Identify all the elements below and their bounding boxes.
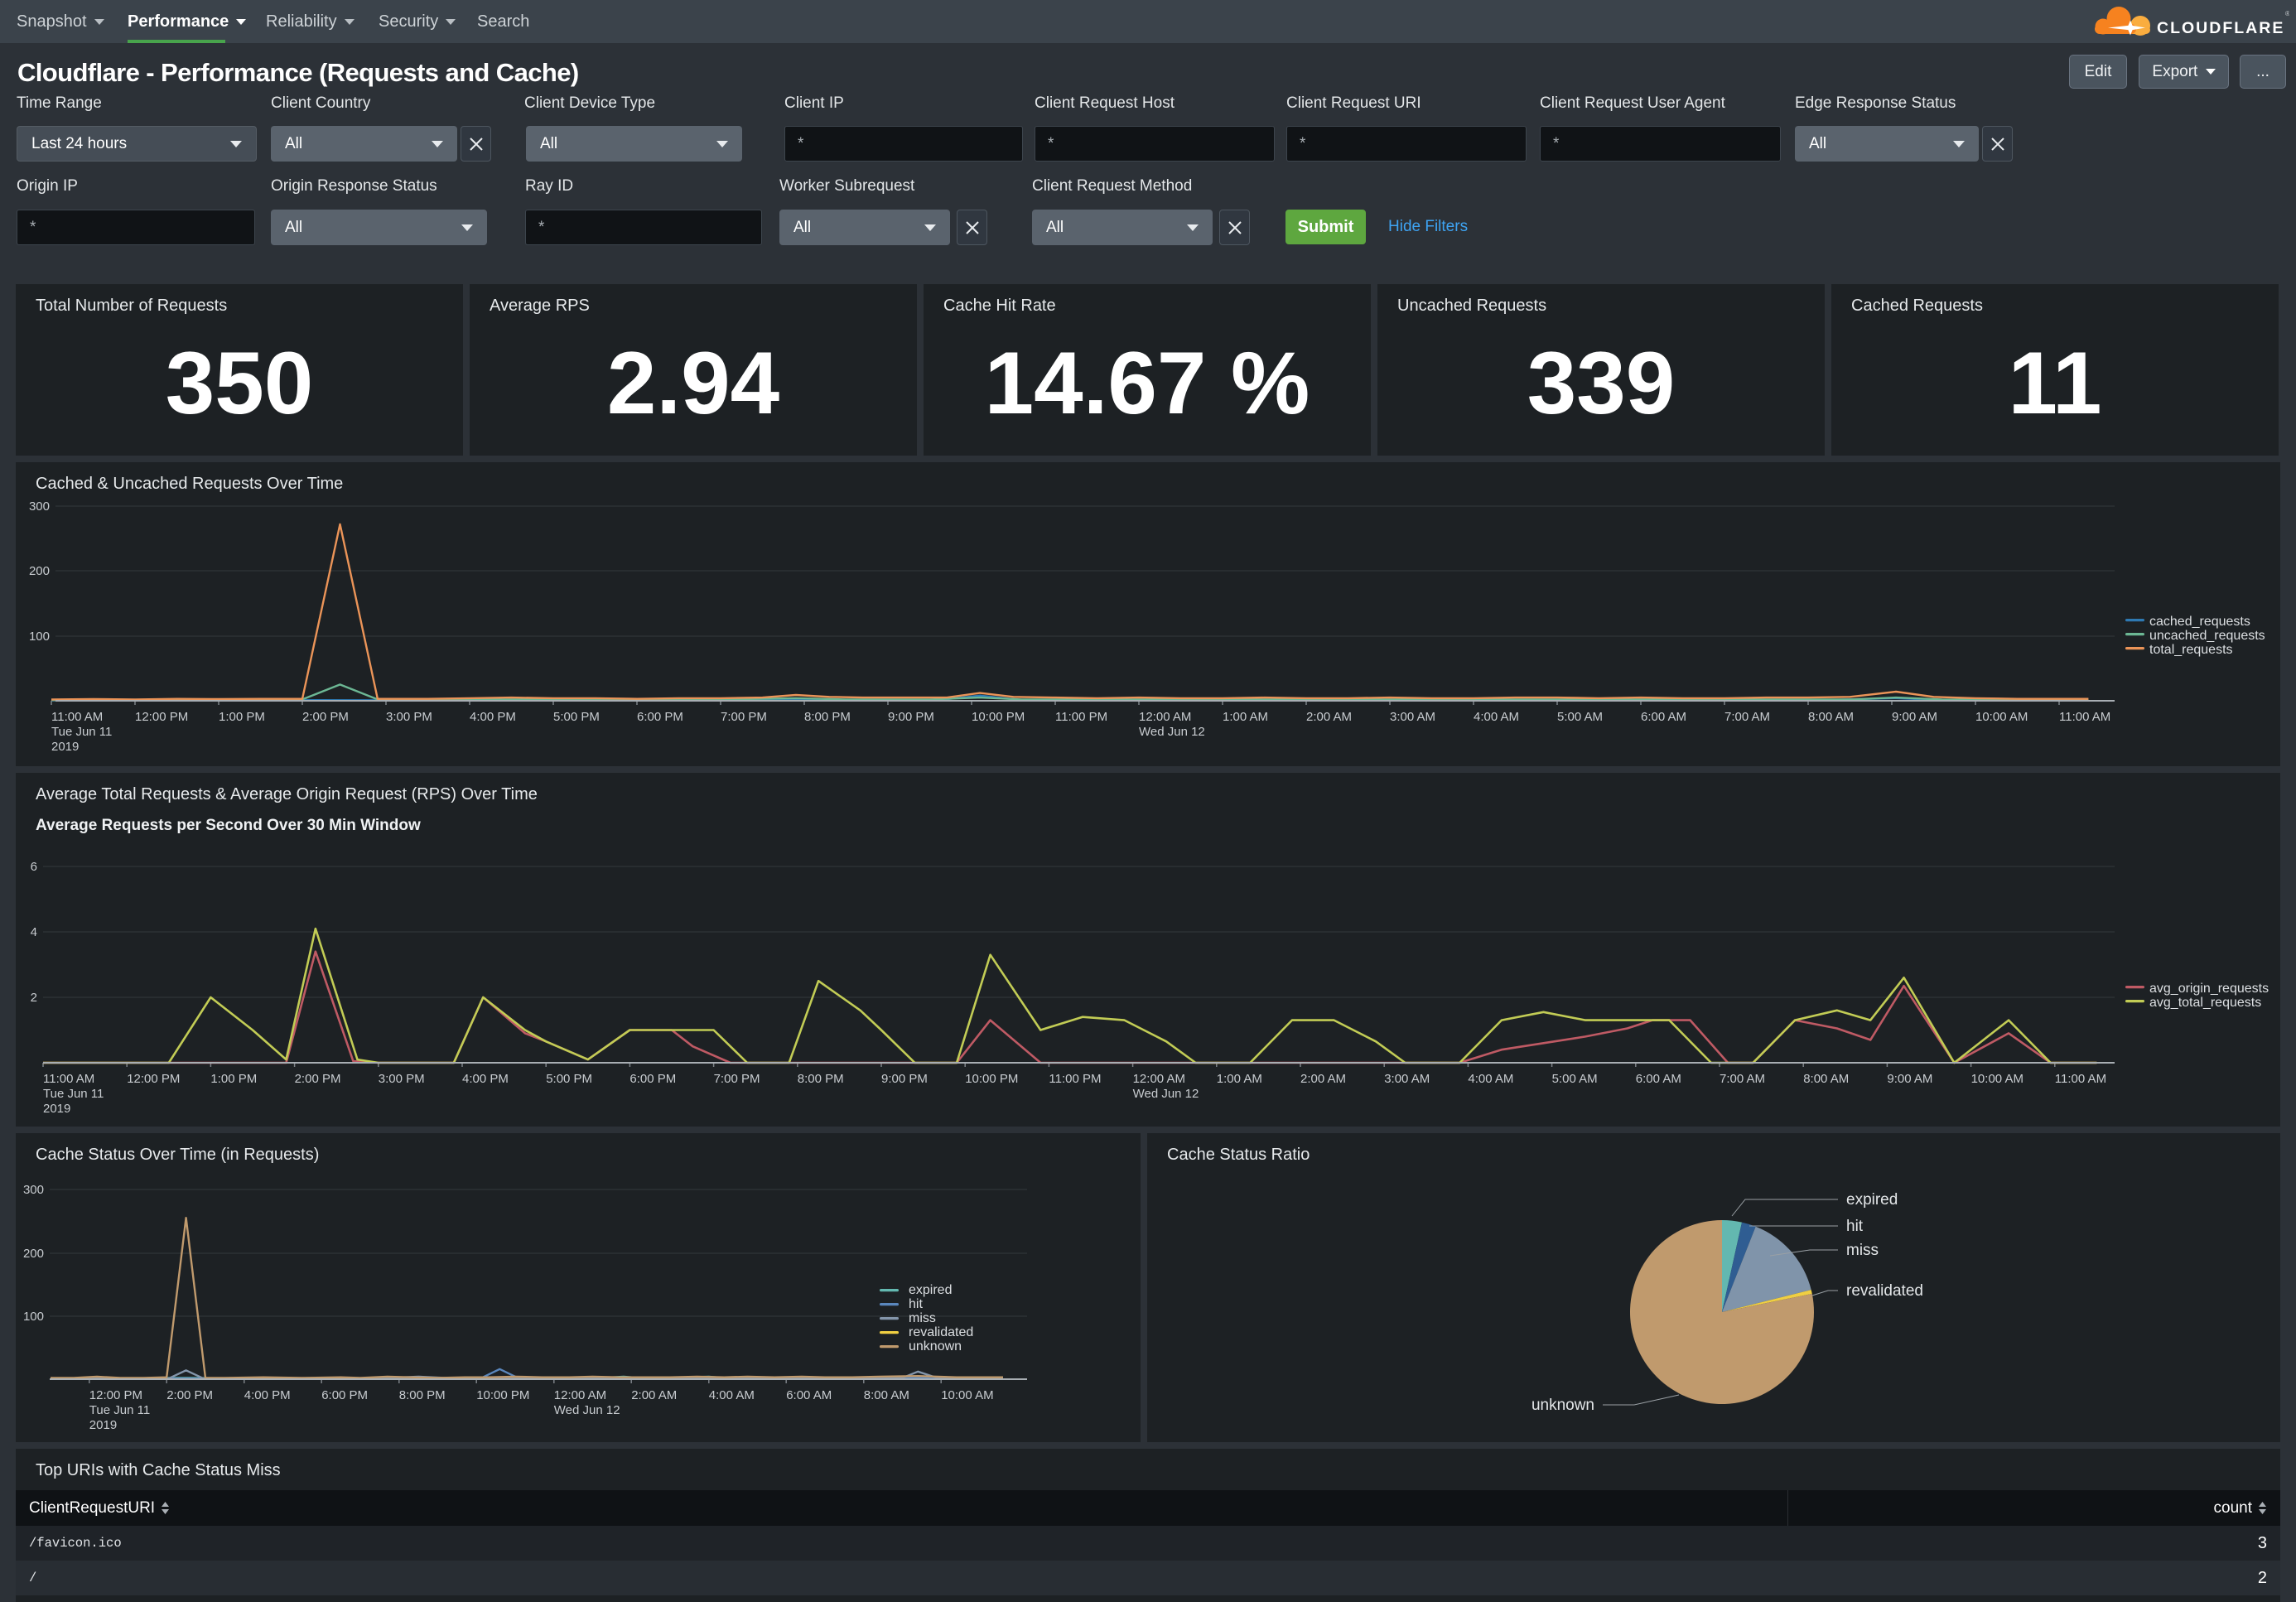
svg-text:total_requests: total_requests [2149, 643, 2233, 657]
svg-text:miss: miss [1846, 1242, 1879, 1259]
svg-text:6:00 AM: 6:00 AM [1636, 1072, 1681, 1086]
svg-text:Wed Jun 12: Wed Jun 12 [1133, 1087, 1199, 1101]
svg-text:6:00 PM: 6:00 PM [629, 1072, 676, 1086]
svg-text:avg_origin_requests: avg_origin_requests [2149, 982, 2269, 996]
svg-text:9:00 PM: 9:00 PM [888, 710, 934, 724]
svg-text:expired: expired [909, 1283, 952, 1297]
svg-text:11:00 AM: 11:00 AM [43, 1072, 94, 1086]
svg-text:Wed Jun 12: Wed Jun 12 [1139, 725, 1205, 739]
svg-text:4:00 AM: 4:00 AM [1474, 710, 1519, 724]
svg-text:8:00 AM: 8:00 AM [1803, 1072, 1849, 1086]
svg-text:11:00 PM: 11:00 PM [1055, 710, 1107, 724]
svg-text:2: 2 [31, 991, 37, 1005]
svg-text:2:00 PM: 2:00 PM [295, 1072, 341, 1086]
svg-text:2019: 2019 [89, 1418, 117, 1432]
svg-text:11:00 AM: 11:00 AM [2055, 1072, 2106, 1086]
svg-text:1:00 PM: 1:00 PM [219, 710, 265, 724]
svg-text:7:00 PM: 7:00 PM [721, 710, 767, 724]
svg-text:8:00 AM: 8:00 AM [1808, 710, 1854, 724]
svg-text:1:00 AM: 1:00 AM [1217, 1072, 1262, 1086]
svg-text:Tue Jun 11: Tue Jun 11 [43, 1087, 104, 1101]
svg-text:10:00 AM: 10:00 AM [1975, 710, 2028, 724]
svg-text:2:00 AM: 2:00 AM [631, 1388, 677, 1402]
svg-text:6:00 PM: 6:00 PM [637, 710, 683, 724]
svg-text:expired: expired [1846, 1191, 1898, 1209]
svg-text:8:00 PM: 8:00 PM [804, 710, 851, 724]
svg-text:12:00 PM: 12:00 PM [135, 710, 188, 724]
svg-text:6:00 AM: 6:00 AM [786, 1388, 832, 1402]
svg-text:uncached_requests: uncached_requests [2149, 629, 2265, 643]
svg-text:10:00 PM: 10:00 PM [965, 1072, 1018, 1086]
svg-text:2:00 PM: 2:00 PM [166, 1388, 213, 1402]
svg-text:avg_total_requests: avg_total_requests [2149, 996, 2261, 1010]
svg-text:4:00 AM: 4:00 AM [709, 1388, 755, 1402]
svg-text:3:00 PM: 3:00 PM [386, 710, 432, 724]
svg-text:300: 300 [23, 1183, 44, 1197]
svg-text:10:00 AM: 10:00 AM [1971, 1072, 2023, 1086]
svg-text:cached_requests: cached_requests [2149, 615, 2250, 629]
svg-text:6:00 PM: 6:00 PM [321, 1388, 368, 1402]
svg-text:6:00 AM: 6:00 AM [1641, 710, 1686, 724]
svg-text:2:00 AM: 2:00 AM [1306, 710, 1352, 724]
svg-text:4:00 PM: 4:00 PM [244, 1388, 291, 1402]
svg-text:revalidated: revalidated [909, 1325, 973, 1339]
svg-text:5:00 AM: 5:00 AM [1552, 1072, 1598, 1086]
svg-text:4:00 PM: 4:00 PM [462, 1072, 509, 1086]
svg-text:300: 300 [29, 499, 50, 514]
svg-text:Tue Jun 11: Tue Jun 11 [89, 1403, 150, 1417]
svg-text:12:00 PM: 12:00 PM [89, 1388, 142, 1402]
svg-text:1:00 AM: 1:00 AM [1223, 710, 1268, 724]
svg-text:4: 4 [31, 925, 37, 939]
svg-text:11:00 PM: 11:00 PM [1049, 1072, 1101, 1086]
svg-text:7:00 PM: 7:00 PM [714, 1072, 760, 1086]
svg-text:10:00 PM: 10:00 PM [476, 1388, 529, 1402]
svg-text:7:00 AM: 7:00 AM [1724, 710, 1770, 724]
svg-text:Wed Jun 12: Wed Jun 12 [554, 1403, 620, 1417]
svg-text:hit: hit [909, 1297, 923, 1311]
svg-text:2019: 2019 [51, 740, 79, 754]
svg-text:6: 6 [31, 860, 37, 874]
svg-text:®: ® [2285, 10, 2289, 17]
svg-text:100: 100 [23, 1310, 44, 1324]
svg-text:2:00 AM: 2:00 AM [1300, 1072, 1346, 1086]
svg-text:Tue Jun 11: Tue Jun 11 [51, 725, 112, 739]
svg-text:12:00 PM: 12:00 PM [127, 1072, 180, 1086]
svg-text:12:00 AM: 12:00 AM [1133, 1072, 1185, 1086]
svg-text:3:00 AM: 3:00 AM [1390, 710, 1435, 724]
svg-text:revalidated: revalidated [1846, 1282, 1923, 1300]
svg-text:8:00 AM: 8:00 AM [864, 1388, 909, 1402]
svg-text:200: 200 [29, 564, 50, 578]
svg-text:hit: hit [1846, 1218, 1864, 1235]
svg-text:4:00 PM: 4:00 PM [470, 710, 516, 724]
svg-text:12:00 AM: 12:00 AM [1139, 710, 1191, 724]
svg-text:5:00 AM: 5:00 AM [1557, 710, 1603, 724]
svg-text:10:00 PM: 10:00 PM [972, 710, 1025, 724]
svg-text:4:00 AM: 4:00 AM [1468, 1072, 1513, 1086]
svg-text:9:00 PM: 9:00 PM [881, 1072, 928, 1086]
svg-text:5:00 PM: 5:00 PM [546, 1072, 592, 1086]
svg-text:8:00 PM: 8:00 PM [798, 1072, 844, 1086]
svg-text:unknown: unknown [1531, 1397, 1594, 1414]
svg-text:3:00 AM: 3:00 AM [1384, 1072, 1430, 1086]
svg-text:2:00 PM: 2:00 PM [302, 710, 349, 724]
svg-text:5:00 PM: 5:00 PM [553, 710, 600, 724]
svg-text:3:00 PM: 3:00 PM [379, 1072, 425, 1086]
svg-text:unknown: unknown [909, 1339, 962, 1353]
svg-text:100: 100 [29, 630, 50, 644]
svg-text:2019: 2019 [43, 1102, 70, 1116]
svg-text:9:00 AM: 9:00 AM [1887, 1072, 1932, 1086]
svg-text:10:00 AM: 10:00 AM [941, 1388, 993, 1402]
svg-text:200: 200 [23, 1247, 44, 1261]
svg-text:8:00 PM: 8:00 PM [399, 1388, 446, 1402]
svg-text:miss: miss [909, 1311, 936, 1325]
svg-text:CLOUDFLARE: CLOUDFLARE [2157, 19, 2284, 37]
svg-text:11:00 AM: 11:00 AM [2059, 710, 2110, 724]
svg-text:12:00 AM: 12:00 AM [554, 1388, 606, 1402]
svg-text:1:00 PM: 1:00 PM [210, 1072, 257, 1086]
svg-text:9:00 AM: 9:00 AM [1892, 710, 1937, 724]
svg-text:11:00 AM: 11:00 AM [51, 710, 103, 724]
svg-text:7:00 AM: 7:00 AM [1720, 1072, 1765, 1086]
